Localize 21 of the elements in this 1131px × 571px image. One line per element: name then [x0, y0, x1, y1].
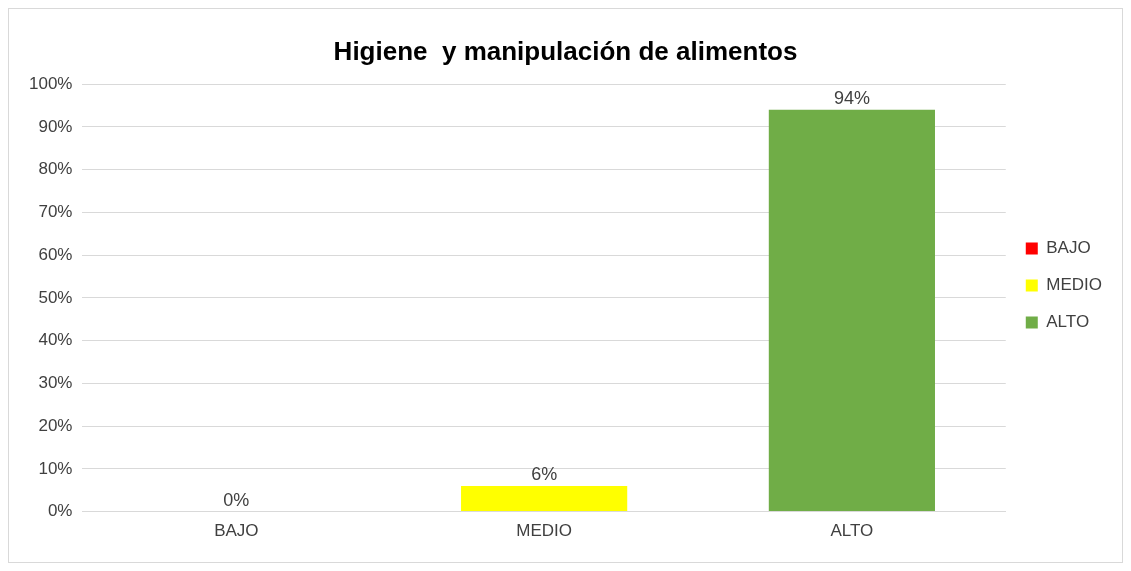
y-tick-label: 10% [38, 458, 73, 478]
x-tick-label: MEDIO [516, 521, 572, 541]
legend-label: MEDIO [1046, 275, 1103, 295]
y-tick-label: 0% [47, 501, 73, 521]
y-tick-label: 100% [29, 73, 73, 93]
x-tick-label: BAJO [214, 521, 259, 541]
data-label: 0% [223, 489, 250, 510]
y-tick-label: 90% [38, 116, 73, 136]
y-tick-label: 40% [38, 330, 73, 350]
y-tick-label: 80% [38, 159, 73, 179]
data-label: 6% [531, 463, 558, 484]
legend-label: ALTO [1046, 312, 1090, 332]
y-tick-label: 70% [38, 202, 73, 222]
data-label: 94% [833, 87, 870, 108]
x-tick-label: ALTO [830, 521, 874, 541]
y-tick-label: 30% [38, 373, 73, 393]
y-tick-label: 20% [38, 415, 73, 435]
y-tick-label: 50% [38, 287, 73, 307]
legend-label: BAJO [1046, 238, 1091, 258]
y-tick-label: 60% [38, 244, 73, 264]
chart-title: Higiene y manipulación de alimentos [333, 35, 798, 66]
